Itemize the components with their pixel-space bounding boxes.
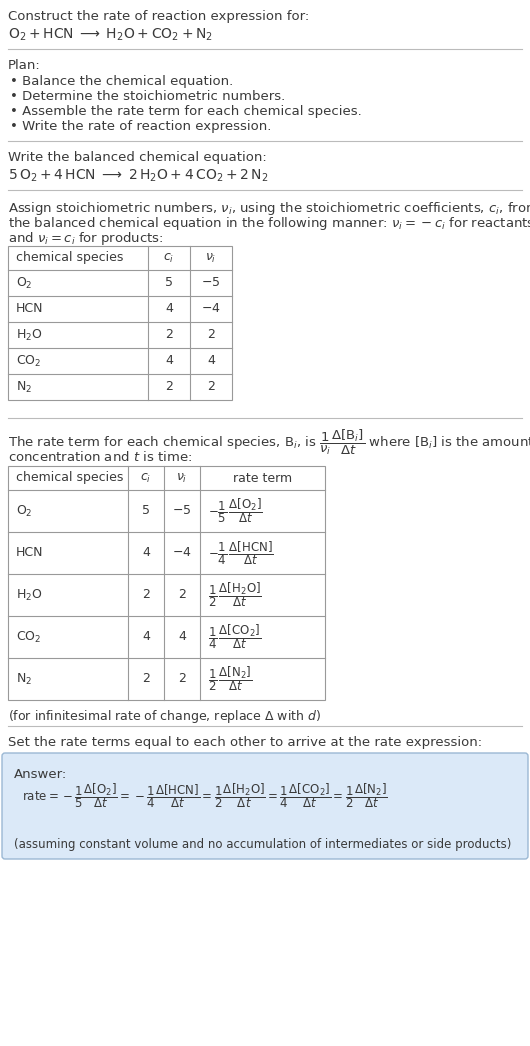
Text: $\dfrac{1}{2}\,\dfrac{\Delta[\mathrm{H_2O}]}{\Delta t}$: $\dfrac{1}{2}\,\dfrac{\Delta[\mathrm{H_2…	[208, 581, 262, 610]
Text: 2: 2	[207, 381, 215, 393]
Text: • Assemble the rate term for each chemical species.: • Assemble the rate term for each chemic…	[10, 105, 362, 118]
Bar	[8, 246, 232, 400]
Text: $-4$: $-4$	[201, 302, 221, 316]
Text: Answer:: Answer:	[14, 768, 67, 781]
Text: 2: 2	[178, 589, 186, 601]
Text: chemical species: chemical species	[16, 472, 123, 484]
Text: 4: 4	[165, 302, 173, 316]
FancyBboxPatch shape	[2, 753, 528, 859]
Text: concentration and $t$ is time:: concentration and $t$ is time:	[8, 450, 192, 464]
Text: $\dfrac{1}{4}\,\dfrac{\Delta[\mathrm{CO_2}]}{\Delta t}$: $\dfrac{1}{4}\,\dfrac{\Delta[\mathrm{CO_…	[208, 622, 261, 652]
Text: $\mathrm{CO_2}$: $\mathrm{CO_2}$	[16, 354, 41, 368]
Text: $-\dfrac{1}{5}\,\dfrac{\Delta[\mathrm{O_2}]}{\Delta t}$: $-\dfrac{1}{5}\,\dfrac{\Delta[\mathrm{O_…	[208, 497, 263, 525]
Text: $c_i$: $c_i$	[140, 472, 152, 484]
Text: 2: 2	[142, 673, 150, 685]
Text: and $\nu_i = c_i$ for products:: and $\nu_i = c_i$ for products:	[8, 230, 164, 247]
Text: rate term: rate term	[233, 472, 292, 484]
Text: $\mathrm{5\,O_2 + 4\,HCN} \;\longrightarrow\; \mathrm{2\,H_2O + 4\,CO_2 + 2\,N_2: $\mathrm{5\,O_2 + 4\,HCN} \;\longrightar…	[8, 168, 269, 184]
Text: Write the balanced chemical equation:: Write the balanced chemical equation:	[8, 151, 267, 164]
Text: Construct the rate of reaction expression for:: Construct the rate of reaction expressio…	[8, 10, 309, 23]
Text: 4: 4	[207, 355, 215, 367]
Text: $\nu_i$: $\nu_i$	[176, 472, 188, 484]
Text: 2: 2	[142, 589, 150, 601]
Text: • Balance the chemical equation.: • Balance the chemical equation.	[10, 75, 233, 88]
Text: $\mathrm{O_2}$: $\mathrm{O_2}$	[16, 503, 32, 519]
Text: $\dfrac{1}{2}\,\dfrac{\Delta[\mathrm{N_2}]}{\Delta t}$: $\dfrac{1}{2}\,\dfrac{\Delta[\mathrm{N_2…	[208, 664, 253, 693]
Text: $\mathrm{N_2}$: $\mathrm{N_2}$	[16, 380, 32, 394]
Text: 2: 2	[165, 328, 173, 341]
Text: Set the rate terms equal to each other to arrive at the rate expression:: Set the rate terms equal to each other t…	[8, 736, 482, 749]
Text: • Determine the stoichiometric numbers.: • Determine the stoichiometric numbers.	[10, 90, 285, 103]
Text: 5: 5	[165, 276, 173, 290]
Text: the balanced chemical equation in the following manner: $\nu_i = -c_i$ for react: the balanced chemical equation in the fo…	[8, 215, 530, 232]
Text: HCN: HCN	[16, 302, 43, 316]
Text: chemical species: chemical species	[16, 251, 123, 265]
Text: 4: 4	[142, 546, 150, 560]
Text: (assuming constant volume and no accumulation of intermediates or side products): (assuming constant volume and no accumul…	[14, 838, 511, 851]
Bar	[8, 467, 325, 700]
Text: 4: 4	[178, 631, 186, 643]
Text: HCN: HCN	[16, 546, 43, 560]
Text: 4: 4	[165, 355, 173, 367]
Text: • Write the rate of reaction expression.: • Write the rate of reaction expression.	[10, 120, 271, 133]
Text: (for infinitesimal rate of change, replace $\Delta$ with $d$): (for infinitesimal rate of change, repla…	[8, 708, 321, 725]
Text: 2: 2	[165, 381, 173, 393]
Text: $\mathrm{H_2O}$: $\mathrm{H_2O}$	[16, 327, 42, 342]
Text: Plan:: Plan:	[8, 59, 41, 72]
Text: $\mathrm{rate} = -\dfrac{1}{5}\dfrac{\Delta[\mathrm{O_2}]}{\Delta t} = -\dfrac{1: $\mathrm{rate} = -\dfrac{1}{5}\dfrac{\De…	[22, 781, 388, 811]
Text: $\mathrm{O_2 + HCN} \;\longrightarrow\; \mathrm{H_2O + CO_2 + N_2}$: $\mathrm{O_2 + HCN} \;\longrightarrow\; …	[8, 27, 213, 43]
Text: $-5$: $-5$	[172, 504, 192, 518]
Text: 5: 5	[142, 504, 150, 518]
Text: 4: 4	[142, 631, 150, 643]
Text: 2: 2	[207, 328, 215, 341]
Text: $-5$: $-5$	[201, 276, 220, 290]
Text: 2: 2	[178, 673, 186, 685]
Text: $\mathrm{N_2}$: $\mathrm{N_2}$	[16, 672, 32, 686]
Text: Assign stoichiometric numbers, $\nu_i$, using the stoichiometric coefficients, $: Assign stoichiometric numbers, $\nu_i$, …	[8, 200, 530, 217]
Text: $\mathrm{O_2}$: $\mathrm{O_2}$	[16, 275, 32, 291]
Text: $\nu_i$: $\nu_i$	[205, 251, 217, 265]
Text: $\mathrm{CO_2}$: $\mathrm{CO_2}$	[16, 630, 41, 644]
Text: $c_i$: $c_i$	[163, 251, 174, 265]
Text: $\mathrm{H_2O}$: $\mathrm{H_2O}$	[16, 588, 42, 602]
Text: The rate term for each chemical species, $\mathrm{B}_i$, is $\dfrac{1}{\nu_i}\df: The rate term for each chemical species,…	[8, 428, 530, 457]
Text: $-\dfrac{1}{4}\,\dfrac{\Delta[\mathrm{HCN}]}{\Delta t}$: $-\dfrac{1}{4}\,\dfrac{\Delta[\mathrm{HC…	[208, 539, 273, 567]
Text: $-4$: $-4$	[172, 546, 192, 560]
